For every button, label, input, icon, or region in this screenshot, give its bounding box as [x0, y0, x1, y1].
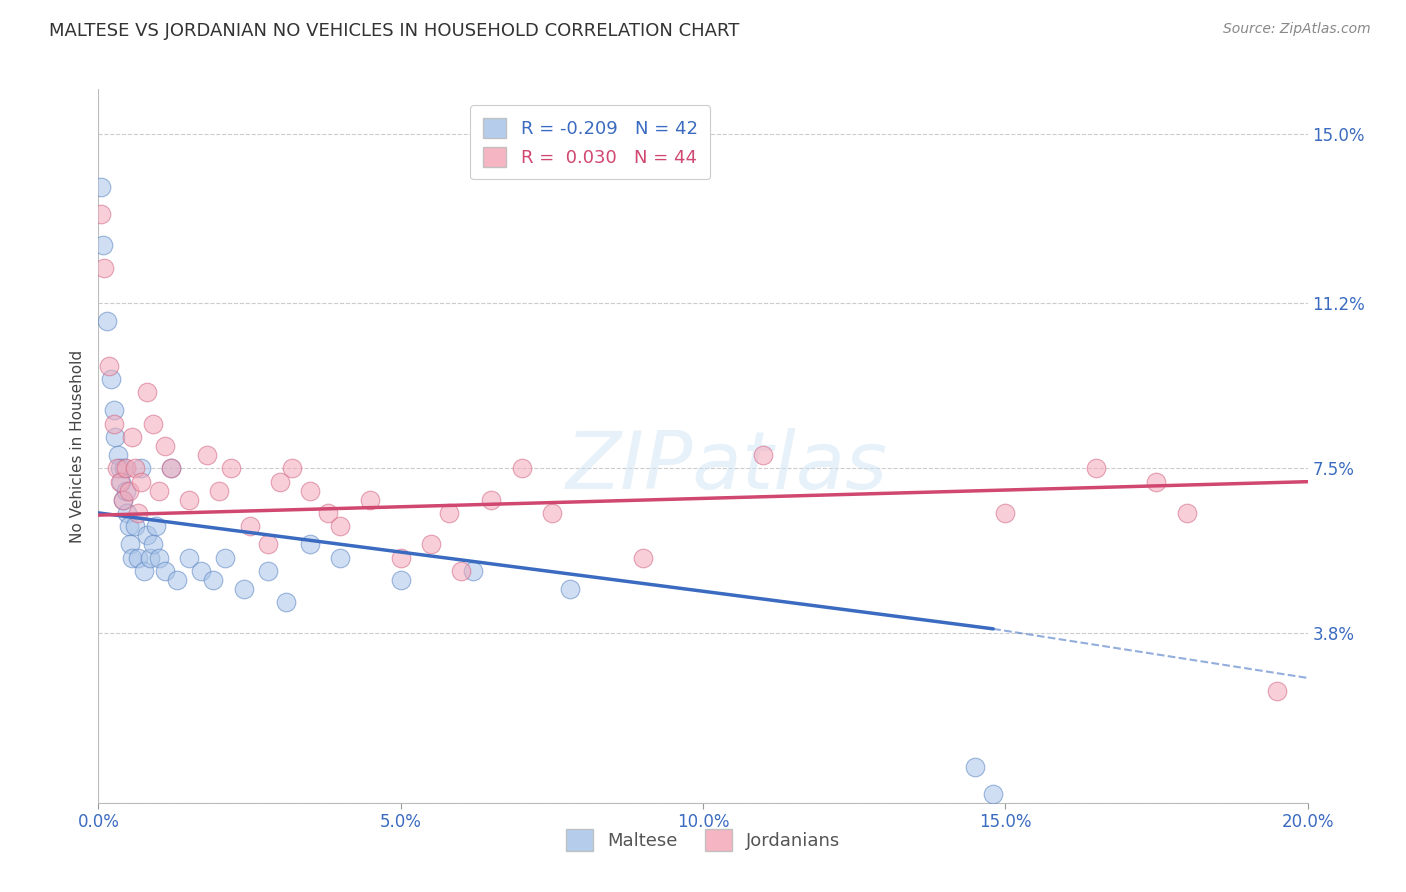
Point	[232, 582, 254, 596]
Point	[148, 483, 170, 498]
Point	[299, 537, 322, 551]
Text: Source: ZipAtlas.com: Source: ZipAtlas.com	[1223, 22, 1371, 37]
Point	[103, 417, 125, 431]
Point	[104, 430, 127, 444]
Point	[127, 506, 149, 520]
Point	[179, 492, 201, 507]
Point	[463, 564, 485, 578]
Point	[118, 483, 141, 498]
Y-axis label: No Vehicles in Household: No Vehicles in Household	[70, 350, 86, 542]
Point	[1085, 461, 1108, 475]
Point	[148, 550, 170, 565]
Point	[389, 550, 412, 565]
Point	[631, 550, 654, 565]
Point	[221, 461, 243, 475]
Point	[1146, 475, 1168, 489]
Point	[135, 528, 157, 542]
Point	[114, 461, 136, 475]
Point	[108, 461, 131, 475]
Point	[994, 506, 1017, 520]
Point	[153, 564, 176, 578]
Point	[132, 564, 155, 578]
Point	[166, 573, 188, 587]
Point	[108, 475, 131, 489]
Point	[127, 550, 149, 565]
Point	[274, 595, 297, 609]
Point	[389, 573, 412, 587]
Point	[208, 483, 231, 498]
Point	[142, 537, 165, 551]
Point	[107, 448, 129, 462]
Point	[153, 439, 176, 453]
Point	[160, 461, 183, 475]
Point	[214, 550, 236, 565]
Point	[90, 180, 112, 194]
Point	[124, 519, 146, 533]
Point	[420, 537, 443, 551]
Point	[142, 417, 165, 431]
Point	[1175, 506, 1198, 520]
Point	[121, 430, 143, 444]
Point	[202, 573, 225, 587]
Point	[179, 550, 201, 565]
Legend: Maltese, Jordanians: Maltese, Jordanians	[558, 822, 848, 858]
Point	[256, 564, 278, 578]
Point	[96, 314, 118, 328]
Point	[90, 207, 112, 221]
Point	[329, 519, 352, 533]
Point	[558, 582, 581, 596]
Point	[112, 461, 135, 475]
Point	[124, 461, 146, 475]
Point	[93, 260, 115, 275]
Point	[139, 550, 162, 565]
Point	[510, 461, 533, 475]
Point	[118, 519, 141, 533]
Point	[965, 760, 987, 774]
Point	[103, 403, 125, 417]
Point	[129, 461, 152, 475]
Point	[329, 550, 352, 565]
Point	[118, 537, 141, 551]
Point	[111, 492, 134, 507]
Point	[269, 475, 291, 489]
Point	[129, 475, 152, 489]
Point	[98, 359, 121, 373]
Point	[121, 550, 143, 565]
Point	[105, 461, 128, 475]
Point	[437, 506, 460, 520]
Point	[752, 448, 775, 462]
Point	[160, 461, 183, 475]
Point	[256, 537, 278, 551]
Point	[281, 461, 304, 475]
Point	[110, 475, 132, 489]
Point	[481, 492, 503, 507]
Point	[135, 385, 157, 400]
Point	[540, 506, 562, 520]
Point	[111, 492, 134, 507]
Point	[117, 506, 139, 520]
Point	[360, 492, 382, 507]
Point	[1267, 684, 1289, 698]
Point	[145, 519, 167, 533]
Text: ZIPatlas: ZIPatlas	[567, 428, 889, 507]
Text: MALTESE VS JORDANIAN NO VEHICLES IN HOUSEHOLD CORRELATION CHART: MALTESE VS JORDANIAN NO VEHICLES IN HOUS…	[49, 22, 740, 40]
Point	[981, 787, 1004, 801]
Point	[114, 483, 136, 498]
Point	[190, 564, 212, 578]
Point	[299, 483, 322, 498]
Point	[195, 448, 218, 462]
Point	[450, 564, 472, 578]
Point	[100, 372, 122, 386]
Point	[239, 519, 262, 533]
Point	[316, 506, 339, 520]
Point	[91, 238, 114, 252]
